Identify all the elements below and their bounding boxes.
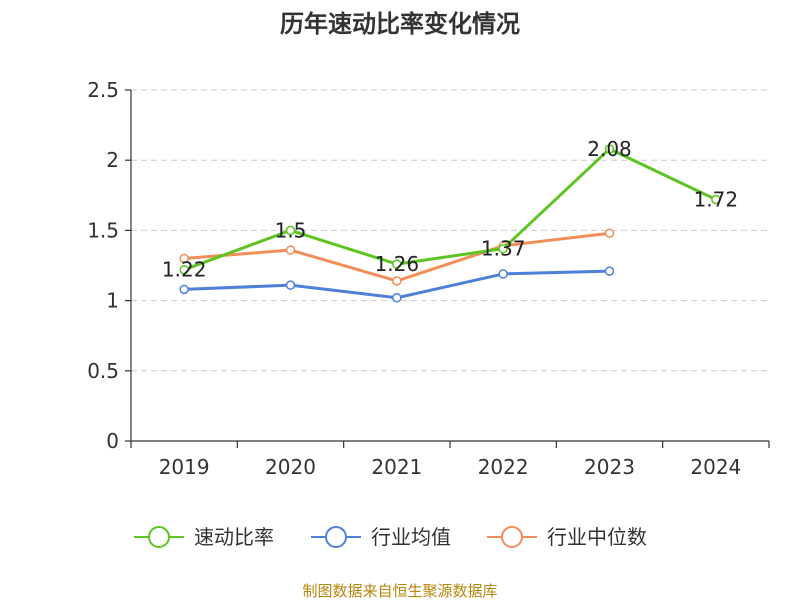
legend-marker-1 [325, 526, 347, 548]
data-point [711, 194, 721, 205]
legend-label-1: 行业均值 [371, 525, 451, 549]
data-point [285, 245, 296, 255]
data-label: 1.72 [694, 188, 739, 212]
data-point [498, 269, 508, 279]
data-label: 1.5 [275, 218, 307, 242]
data-point [285, 280, 296, 290]
data-point [392, 293, 402, 303]
x-tick-label: 2022 [478, 455, 529, 479]
data-labels: 1.22 1.5 1.26 1.37 2.08 1.72 [162, 137, 738, 282]
x-tick-label: 2019 [159, 455, 210, 479]
legend: 速动比率 行业均值 行业中位数 [134, 525, 647, 549]
legend-label-2: 行业中位数 [547, 525, 647, 549]
data-point [179, 264, 189, 275]
data-label: 1.37 [481, 237, 526, 261]
x-tick-label: 2024 [690, 455, 741, 479]
data-point [392, 259, 402, 269]
data-label: 2.08 [587, 137, 632, 161]
grid [131, 89, 769, 372]
data-point [604, 228, 615, 238]
series-line-0 [183, 147, 717, 272]
axes [125, 89, 770, 448]
x-tick-label: 2023 [584, 455, 635, 479]
chart-title: 历年速动比率变化情况 [280, 10, 520, 38]
legend-label-0: 速动比率 [194, 525, 274, 549]
data-point [604, 144, 615, 154]
data-point [498, 243, 508, 254]
data-point [179, 284, 189, 295]
x-tick-label: 2021 [371, 455, 422, 479]
data-label: 1.22 [162, 258, 207, 282]
series-layer [179, 144, 721, 303]
data-point [604, 266, 615, 276]
legend-marker-0 [148, 526, 170, 548]
y-axis-ticks: 0 0.5 1 1.5 2 2.5 [87, 78, 119, 453]
y-tick-label: 0.5 [87, 359, 119, 383]
data-label: 1.26 [375, 252, 420, 276]
y-tick-label: 1.5 [87, 218, 119, 242]
x-axis-ticks: 2019 2020 2021 2022 2023 2024 [159, 455, 742, 479]
y-tick-label: 2.5 [87, 78, 119, 102]
x-tick-label: 2020 [265, 455, 316, 479]
source-note: 制图数据来自恒生聚源数据库 [302, 582, 497, 600]
data-point [285, 225, 296, 236]
data-point [392, 276, 402, 286]
y-tick-label: 1 [106, 289, 119, 313]
legend-marker-2 [501, 526, 523, 548]
y-tick-label: 0 [106, 429, 119, 453]
y-tick-label: 2 [106, 148, 119, 172]
data-point [179, 253, 189, 264]
